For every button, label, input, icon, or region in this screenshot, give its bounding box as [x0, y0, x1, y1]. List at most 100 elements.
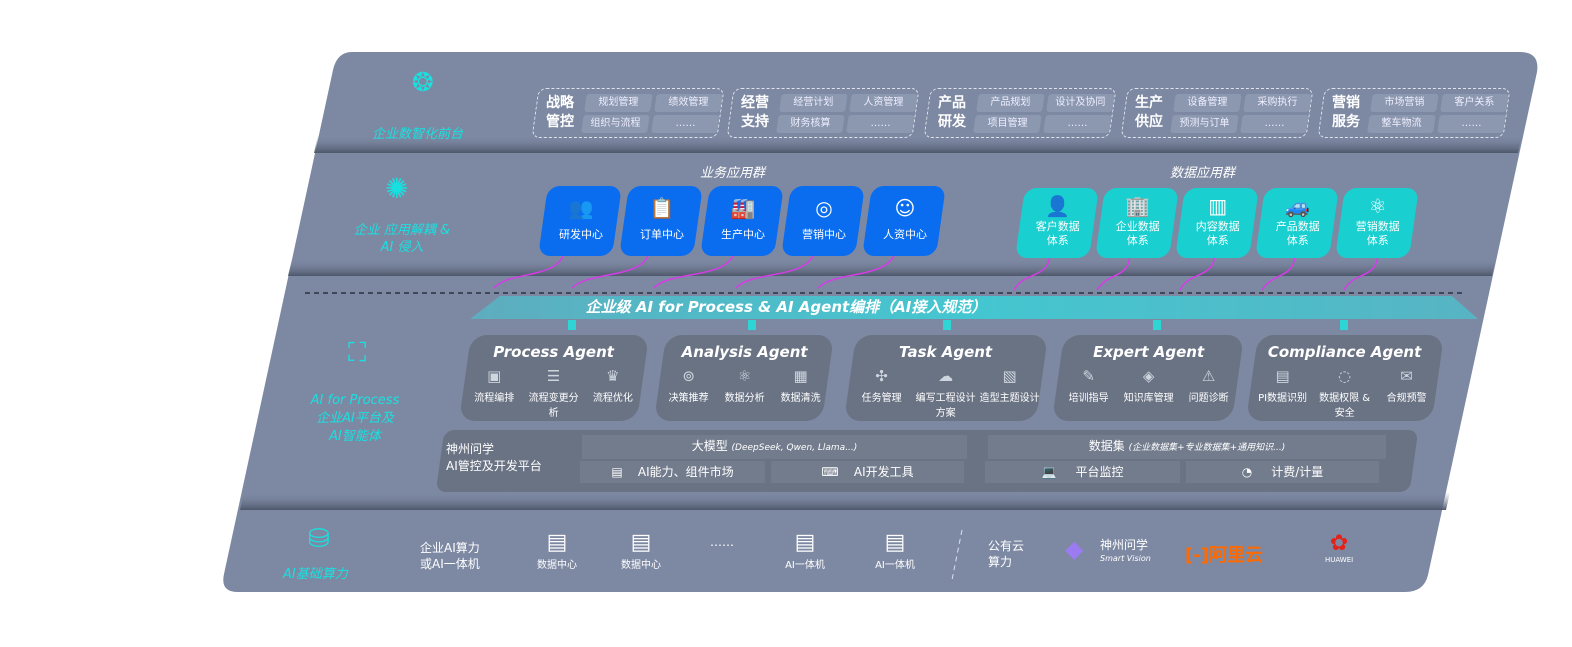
front-chip[interactable]: …… [846, 115, 915, 133]
capability-icon: ✉ [1400, 367, 1413, 385]
infra-layer-label: AI基础算力 [283, 567, 348, 582]
agent-capability: ▤ PI数据识别 [1252, 367, 1313, 419]
huawei-name: HUAWEI [1325, 556, 1354, 564]
data-app-card[interactable]: ⚛ 营销数据体系 [1335, 188, 1419, 258]
front-chip[interactable]: 整车物流 [1367, 115, 1436, 133]
front-chip[interactable]: 产品规划 [976, 94, 1045, 112]
data-app-card[interactable]: 🚙 产品数据体系 [1255, 188, 1339, 258]
books-icon: ▥ [1208, 194, 1228, 218]
aliyun-icon: [-] [1185, 545, 1209, 566]
chip-label: 市场营销 [1384, 97, 1425, 108]
public-2: 算力 [988, 555, 1013, 569]
front-chip[interactable]: 预测与订单 [1170, 115, 1239, 133]
chip-label: 设备管理 [1187, 97, 1228, 108]
front-chip[interactable]: 项目管理 [973, 115, 1042, 133]
front-group: 生产供应 设备管理 采购执行 预测与订单 …… [1120, 88, 1314, 138]
front-chip[interactable]: 采购执行 [1243, 94, 1312, 112]
chip-label: 规划管理 [598, 97, 639, 108]
private-2: 或AI一体机 [420, 557, 480, 571]
front-chip[interactable]: 设计及协同 [1046, 94, 1115, 112]
capability-label: 流程编排 [474, 393, 515, 404]
agent-capability: ☰ 流程变更分析 [524, 367, 583, 419]
database-icon: ⛁ [308, 524, 330, 554]
face-scan-icon: ⛶ [348, 338, 367, 368]
group-title: 产品研发 [938, 95, 966, 130]
platform-title-1: 神州问学 [446, 442, 495, 456]
front-chip[interactable]: 经营计划 [779, 94, 848, 112]
front-chip[interactable]: 规划管理 [584, 94, 653, 112]
ai-market-button[interactable]: ▤ AI能力、组件市场 [580, 461, 765, 483]
capability-icon: ◌ [1338, 367, 1352, 385]
ai-banner-bg [470, 296, 1478, 319]
agent-card[interactable]: Analysis Agent ⊚ 决策推荐 ⚛ 数据分析 ▦ 数据清洗 [653, 335, 835, 421]
front-chip[interactable]: 财务核算 [776, 115, 845, 133]
front-chip[interactable]: 设备管理 [1173, 94, 1242, 112]
business-app-card[interactable]: ☺ 人资中心 [862, 186, 946, 256]
front-chip[interactable]: 客户关系 [1440, 94, 1509, 112]
capability-icon: ⚛ [737, 367, 752, 385]
ai-market-label: AI能力、组件市场 [637, 465, 734, 479]
capability-icon: ▣ [487, 367, 502, 385]
huawei-logo: ✿ HUAWEI [1325, 532, 1354, 565]
agent-title: Process Agent [493, 343, 614, 361]
platform-monitor-button[interactable]: 💻 平台监控 [985, 461, 1180, 483]
front-chip[interactable]: 人资管理 [849, 94, 918, 112]
data-app-card[interactable]: 👤 客户数据体系 [1015, 188, 1099, 258]
chip-label: …… [1461, 118, 1482, 129]
server-item: ▤ 数据中心 [606, 530, 676, 571]
aliyun-name: 阿里云 [1208, 545, 1263, 566]
agent-card[interactable]: Task Agent ✣ 任务管理 ☁ 编写工程设计方案 ▧ 造型主题设计 [843, 335, 1049, 421]
agent-capability: ♛ 流程优化 [584, 367, 643, 419]
ai-devtools-button[interactable]: ⌨ AI开发工具 [771, 461, 964, 483]
users-icon: 👥 [568, 196, 594, 220]
agent-card[interactable]: Process Agent ▣ 流程编排 ☰ 流程变更分析 ♛ 流程优化 [458, 335, 650, 421]
server-icon: ▤ [794, 530, 816, 555]
front-chip[interactable]: 绩效管理 [654, 94, 723, 112]
capability-icon: ♛ [606, 367, 620, 385]
agent-capability: ▦ 数据清洗 [773, 367, 828, 404]
ai-banner: 企业级 AI for Process & AI Agent编排（AI接入规范） [585, 298, 987, 316]
billing-button[interactable]: ◔ 计费/计量 [1186, 461, 1379, 483]
market-icon: ▤ [611, 465, 627, 479]
agent-card[interactable]: Compliance Agent ▤ PI数据识别 ◌ 数据权限 & 安全 ✉ 合规预警 [1245, 335, 1445, 421]
agent-capability: ⚠ 问题诊断 [1179, 367, 1238, 404]
aliyun-logo: [-]阿里云 [1185, 541, 1263, 567]
card-label: 生产中心 [720, 228, 765, 241]
data-app-card[interactable]: ▥ 内容数据体系 [1175, 188, 1259, 258]
capability-label: 问题诊断 [1188, 393, 1229, 404]
public-1: 公有云 [988, 539, 1025, 553]
capability-label: 数据分析 [724, 393, 765, 404]
front-chip[interactable]: …… [1043, 115, 1112, 133]
user-icon: 👤 [1045, 194, 1071, 218]
agent-capability: ◈ 知识库管理 [1119, 367, 1178, 404]
agent-capability: ⊚ 决策推荐 [661, 367, 716, 404]
agent-capability: ✉ 合规预警 [1376, 367, 1437, 419]
front-chip[interactable]: …… [651, 115, 720, 133]
chip-label: 设计及协同 [1055, 97, 1106, 108]
capability-label: 流程变更分析 [528, 393, 579, 419]
business-app-card[interactable]: 👥 研发中心 [538, 186, 622, 256]
business-app-card[interactable]: 📋 订单中心 [619, 186, 703, 256]
billing-label: 计费/计量 [1271, 465, 1324, 479]
agent-card[interactable]: Expert Agent ✎ 培训指导 ◈ 知识库管理 ⚠ 问题诊断 [1051, 335, 1245, 421]
chip-label: …… [870, 118, 891, 129]
monitor-icon: 💻 [1041, 465, 1057, 479]
capability-label: 知识库管理 [1123, 393, 1174, 404]
gauge-icon: ◔ [1241, 465, 1253, 479]
server-label: 数据中心 [537, 560, 577, 571]
group-title: 战略管控 [546, 95, 574, 130]
agent-title: Expert Agent [1093, 343, 1205, 361]
data-app-card[interactable]: 🏢 企业数据体系 [1095, 188, 1179, 258]
business-app-card[interactable]: ◎ 营销中心 [781, 186, 865, 256]
vendor-name: 神州问学 [1100, 538, 1149, 552]
front-chip[interactable]: …… [1437, 115, 1506, 133]
front-chip[interactable]: 组织与流程 [581, 115, 650, 133]
llm-bar: 大模型 (DeepSeek, Qwen, Llama...) [582, 435, 967, 459]
front-chip[interactable]: …… [1240, 115, 1309, 133]
card-label: 研发中心 [558, 228, 603, 241]
front-chip[interactable]: 市场营销 [1370, 94, 1439, 112]
business-app-card[interactable]: 🏭 生产中心 [700, 186, 784, 256]
smart-vision-logo: 神州问学 Smart Vision [1100, 539, 1151, 565]
card-label: 客户数据体系 [1035, 220, 1080, 247]
dataset-bar: 数据集 (企业数据集+专业数据集+通用知识...) [988, 435, 1386, 459]
